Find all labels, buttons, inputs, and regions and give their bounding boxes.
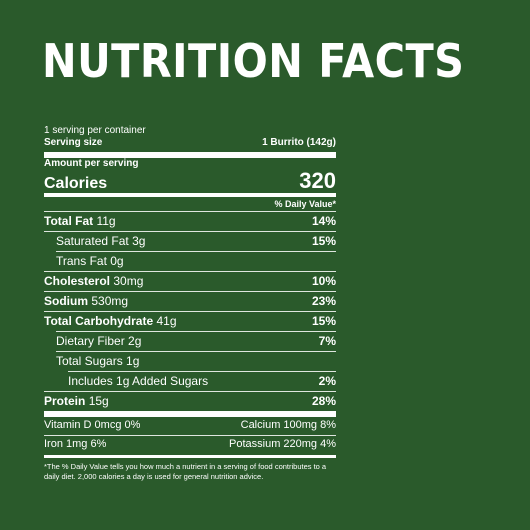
- vitamin-left: Iron 1mg 6%: [44, 438, 107, 450]
- divider: [44, 291, 336, 292]
- divider: [68, 371, 336, 372]
- daily-value-header: % Daily Value*: [274, 199, 336, 209]
- nutrient-row-total-carbohydrate: Total Carbohydrate 41g 15%: [44, 314, 336, 328]
- nutrient-dv: 23%: [311, 294, 336, 308]
- nutrient-row-total-fat: Total Fat 11g 14%: [44, 214, 336, 228]
- amount-per-serving: Amount per serving: [44, 158, 139, 169]
- vitamin-left: Vitamin D 0mcg 0%: [44, 419, 141, 431]
- nutrient-row-trans-fat: Trans Fat 0g: [44, 254, 336, 268]
- nutrient-row-added-sugars: Includes 1g Added Sugars 2%: [44, 374, 336, 388]
- amount-per-serving-row: Amount per serving: [44, 158, 336, 169]
- nutrient-name: Cholesterol: [44, 274, 111, 288]
- vitamin-right: Calcium 100mg 8%: [240, 419, 336, 431]
- nutrient-row-dietary-fiber: Dietary Fiber 2g 7%: [44, 334, 336, 348]
- vitamin-row: Iron 1mg 6% Potassium 220mg 4%: [44, 438, 336, 450]
- divider: [56, 251, 336, 252]
- nutrient-name: Sodium: [44, 294, 88, 308]
- vitamin-row: Vitamin D 0mcg 0% Calcium 100mg 8%: [44, 419, 336, 431]
- nutrient-row-total-sugars: Total Sugars 1g: [44, 354, 336, 368]
- nutrient-dv: 15%: [311, 314, 336, 328]
- medium-divider: [44, 193, 336, 197]
- servings-per-container: 1 serving per container: [44, 125, 146, 136]
- nutrient-amount: 2g: [128, 334, 142, 348]
- vitamin-right: Potassium 220mg 4%: [229, 438, 336, 450]
- serving-size-label: Serving size: [44, 137, 103, 148]
- divider: [44, 391, 336, 392]
- divider: [56, 351, 336, 352]
- divider: [44, 231, 336, 232]
- calories-value: 320: [299, 168, 336, 193]
- nutrient-amount: 530mg: [91, 294, 129, 308]
- nutrient-row-protein: Protein 15g 28%: [44, 394, 336, 408]
- nutrient-dv: 14%: [311, 214, 336, 228]
- nutrient-name: Trans Fat: [56, 254, 107, 268]
- medium-divider: [44, 455, 336, 458]
- divider: [44, 311, 336, 312]
- nutrient-amount: 30mg: [113, 274, 144, 288]
- calories-row: Calories 320: [44, 168, 336, 194]
- nutrient-name: Protein: [44, 394, 86, 408]
- nutrient-amount: 0g: [110, 254, 124, 268]
- nutrient-amount: 11g: [96, 214, 116, 228]
- nutrient-name: Dietary Fiber: [56, 334, 125, 348]
- nutrient-amount: 1g: [126, 354, 140, 368]
- nutrient-dv: 28%: [311, 394, 336, 408]
- nutrient-dv: 7%: [318, 334, 336, 348]
- nutrient-amount: 3g: [132, 234, 146, 248]
- page-title: NUTRITION FACTS: [42, 34, 465, 88]
- nutrient-name: Includes 1g Added Sugars: [68, 374, 209, 388]
- nutrient-row-saturated-fat: Saturated Fat 3g 15%: [44, 234, 336, 248]
- nutrient-amount: 15g: [88, 394, 109, 408]
- nutrient-name: Total Carbohydrate: [44, 314, 154, 328]
- divider: [56, 331, 336, 332]
- nutrient-dv: 2%: [318, 374, 336, 388]
- calories-label: Calories: [44, 175, 108, 192]
- nutrient-row-sodium: Sodium 530mg 23%: [44, 294, 336, 308]
- daily-value-header-row: % Daily Value*: [44, 199, 336, 209]
- nutrient-name: Total Sugars: [56, 354, 123, 368]
- divider: [44, 435, 336, 436]
- nutrient-amount: 41g: [156, 314, 177, 328]
- divider: [44, 211, 336, 212]
- thick-divider: [44, 152, 336, 158]
- serving-size-value: 1 Burrito (142g): [262, 137, 336, 148]
- divider: [44, 271, 336, 272]
- serving-size-row: Serving size 1 Burrito (142g): [44, 137, 336, 148]
- nutrient-name: Total Fat: [44, 214, 94, 228]
- footnote: *The % Daily Value tells you how much a …: [44, 462, 327, 481]
- thick-divider: [44, 411, 336, 417]
- nutrient-name: Saturated Fat: [56, 234, 129, 248]
- nutrient-dv: 10%: [311, 274, 336, 288]
- nutrient-row-cholesterol: Cholesterol 30mg 10%: [44, 274, 336, 288]
- nutrient-dv: 15%: [311, 234, 336, 248]
